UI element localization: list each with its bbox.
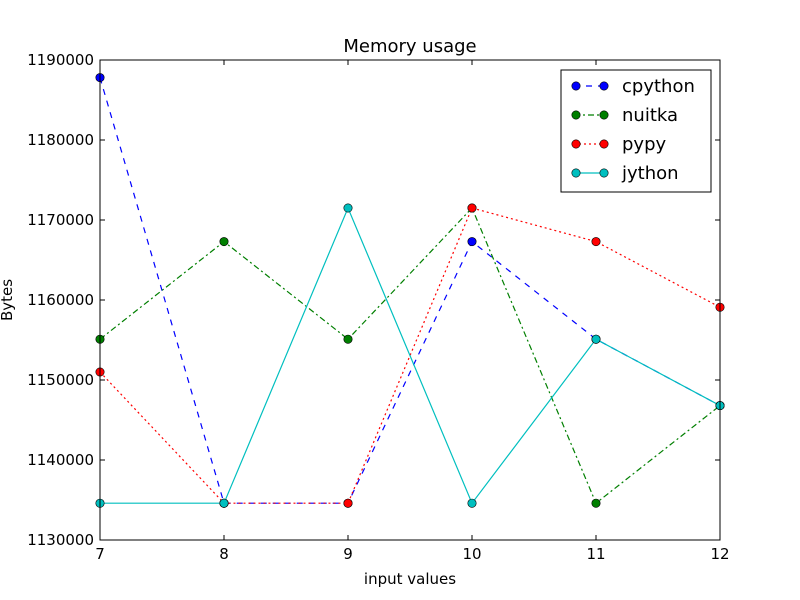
legend-marker-cpython [571, 81, 581, 91]
data-point-jython [343, 203, 353, 213]
x-tick-label: 10 [462, 545, 481, 563]
data-point-jython [591, 334, 601, 344]
data-point-pypy [467, 203, 477, 213]
legend-marker-jython [571, 168, 581, 178]
legend-label-pypy: pypy [622, 134, 667, 155]
y-tick-label: 1130000 [27, 531, 94, 549]
data-point-pypy [343, 498, 353, 508]
y-axis-label: Bytes [0, 279, 16, 321]
data-point-jython [219, 498, 229, 508]
y-tick-label: 1190000 [27, 51, 94, 69]
legend-marker-nuitka [599, 110, 609, 120]
legend-label-cpython: cpython [622, 76, 695, 97]
y-tick-label: 1140000 [27, 451, 94, 469]
data-point-pypy [591, 237, 601, 247]
x-tick-label: 11 [586, 545, 605, 563]
y-tick-label: 1170000 [27, 211, 94, 229]
y-tick-label: 1160000 [27, 291, 94, 309]
data-point-nuitka [219, 237, 229, 247]
x-tick-label: 8 [219, 545, 229, 563]
legend-marker-jython [599, 168, 609, 178]
x-tick-label: 7 [95, 545, 105, 563]
series-line-cpython [100, 77, 720, 504]
y-tick-label: 1180000 [27, 131, 94, 149]
x-tick-label: 9 [343, 545, 353, 563]
legend: cpython nuitka pypy jython [560, 69, 712, 193]
chart-title: Memory usage [343, 36, 476, 57]
data-point-nuitka [343, 334, 353, 344]
series-layer [100, 77, 720, 505]
y-tick-label: 1150000 [27, 371, 94, 389]
tick-layer: 7 8 9 10 11 12 1130000 1140000 1150000 1160000 117… [27, 51, 729, 563]
legend-marker-nuitka [571, 110, 581, 120]
legend-label-jython: jython [621, 163, 679, 184]
data-point-nuitka [591, 498, 601, 508]
legend-marker-pypy [599, 139, 609, 149]
data-point-jython [467, 498, 477, 508]
legend-marker-pypy [571, 139, 581, 149]
x-axis-label: input values [364, 570, 456, 588]
legend-marker-cpython [599, 81, 609, 91]
series-line-nuitka [100, 206, 720, 505]
legend-label-nuitka: nuitka [622, 105, 678, 126]
legend-frame [560, 69, 712, 193]
data-point-cpython [467, 237, 477, 247]
x-tick-label: 12 [710, 545, 729, 563]
series-line-pypy [100, 207, 720, 504]
series-line-jython [100, 206, 720, 505]
